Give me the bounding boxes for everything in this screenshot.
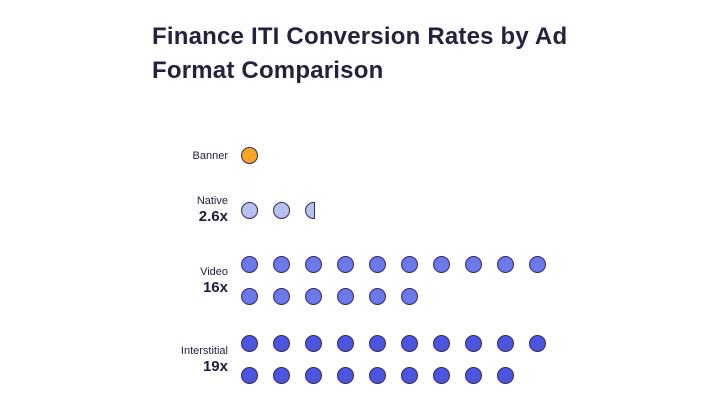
row-multiplier: 16x bbox=[202, 278, 228, 296]
pictogram-chart: Banner Native 2.6x Video 16x Interstitial 19x bbox=[143, 147, 546, 384]
chart-row-native: Native 2.6x bbox=[143, 194, 546, 226]
unit-dot bbox=[529, 335, 546, 352]
dot-grid bbox=[241, 201, 546, 219]
row-multiplier: 19x bbox=[202, 357, 228, 375]
dot-grid bbox=[241, 147, 546, 164]
unit-dot bbox=[305, 335, 322, 352]
unit-dot bbox=[465, 367, 482, 384]
chart-row-video: Video 16x bbox=[143, 256, 546, 305]
dot-grid bbox=[241, 335, 546, 384]
row-label: Native bbox=[196, 195, 228, 207]
unit-dot bbox=[465, 335, 482, 352]
unit-dot bbox=[241, 367, 258, 384]
unit-dot bbox=[273, 256, 290, 273]
unit-dot bbox=[305, 367, 322, 384]
row-label: Banner bbox=[192, 149, 228, 162]
unit-dot bbox=[401, 256, 418, 273]
unit-dot bbox=[241, 201, 258, 219]
unit-dot bbox=[273, 335, 290, 352]
unit-dot bbox=[241, 147, 258, 164]
unit-dot bbox=[337, 367, 354, 384]
unit-dot bbox=[369, 256, 386, 273]
unit-dot bbox=[369, 367, 386, 384]
unit-dot bbox=[337, 335, 354, 352]
row-label-box: Interstitial 19x bbox=[143, 344, 228, 376]
unit-dot bbox=[529, 256, 546, 273]
chart-row-interstitial: Interstitial 19x bbox=[143, 335, 546, 384]
unit-dot bbox=[401, 288, 418, 305]
unit-dot bbox=[401, 335, 418, 352]
row-label-box: Native 2.6x bbox=[143, 194, 228, 226]
row-label: Video bbox=[200, 265, 228, 278]
unit-dot bbox=[337, 288, 354, 305]
unit-dot bbox=[273, 288, 290, 305]
row-label-box: Video 16x bbox=[143, 265, 228, 297]
unit-dot bbox=[273, 367, 290, 384]
unit-dot bbox=[433, 256, 450, 273]
chart-title: Finance ITI Conversion Rates by Ad Forma… bbox=[152, 23, 568, 84]
unit-dot bbox=[305, 256, 322, 273]
unit-dot bbox=[497, 335, 514, 352]
unit-dot bbox=[497, 367, 514, 384]
row-multiplier: 2.6x bbox=[198, 208, 228, 225]
unit-dot bbox=[305, 288, 322, 305]
unit-dot bbox=[241, 288, 258, 305]
unit-dot bbox=[273, 201, 290, 219]
unit-dot bbox=[433, 367, 450, 384]
row-label: Interstitial bbox=[180, 344, 228, 357]
partial-unit-dot bbox=[305, 201, 316, 219]
unit-dot bbox=[369, 288, 386, 305]
unit-dot bbox=[337, 256, 354, 273]
dot-grid bbox=[241, 256, 546, 305]
unit-dot bbox=[241, 335, 258, 352]
row-label-box: Banner bbox=[143, 149, 228, 163]
unit-dot bbox=[369, 335, 386, 352]
unit-dot bbox=[433, 335, 450, 352]
chart-row-banner: Banner bbox=[143, 147, 546, 164]
unit-dot bbox=[241, 256, 258, 273]
unit-dot bbox=[465, 256, 482, 273]
unit-dot bbox=[401, 367, 418, 384]
unit-dot bbox=[497, 256, 514, 273]
